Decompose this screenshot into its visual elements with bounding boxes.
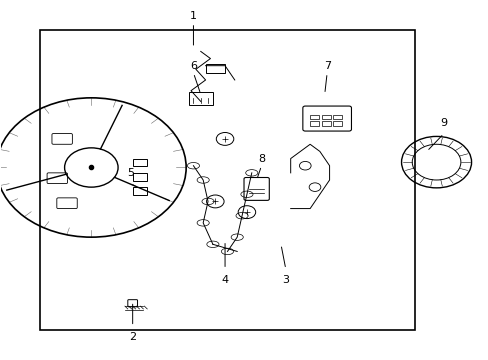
Text: 4: 4: [221, 275, 228, 285]
Bar: [188, 93, 212, 105]
Text: 1: 1: [189, 11, 197, 21]
Bar: [333, 114, 342, 119]
Bar: [132, 173, 147, 181]
Text: 3: 3: [282, 275, 289, 285]
Text: 7: 7: [323, 61, 330, 71]
Bar: [333, 121, 342, 126]
Text: 5: 5: [126, 168, 133, 178]
Bar: [309, 114, 318, 119]
Bar: [205, 64, 224, 73]
Bar: [132, 158, 147, 166]
Bar: [309, 121, 318, 126]
Text: 2: 2: [129, 332, 136, 342]
Bar: [132, 187, 147, 195]
Bar: [321, 114, 330, 119]
Text: 8: 8: [258, 154, 264, 163]
Bar: [321, 121, 330, 126]
Text: 9: 9: [439, 118, 447, 128]
Text: 6: 6: [189, 61, 197, 71]
